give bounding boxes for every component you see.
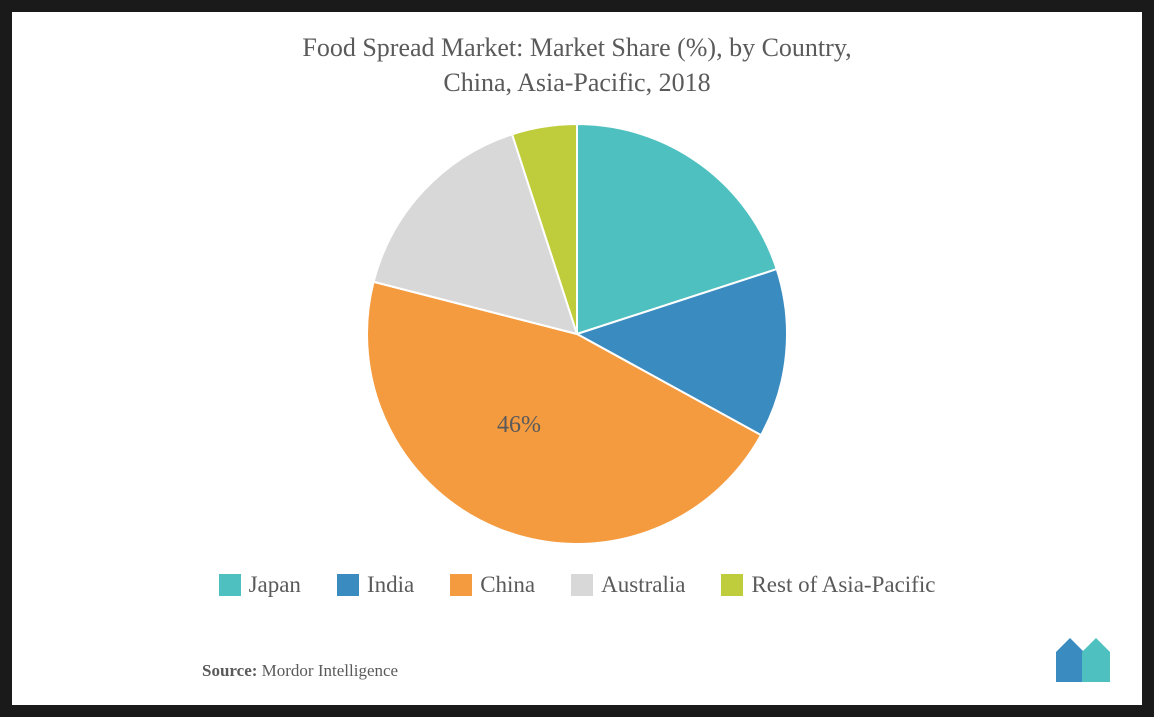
legend-swatch xyxy=(571,574,593,596)
legend-item-japan: Japan xyxy=(219,572,301,598)
source-prefix: Source: xyxy=(202,661,257,680)
legend-swatch xyxy=(337,574,359,596)
legend-item-india: India xyxy=(337,572,414,598)
source-attribution: Source: Mordor Intelligence xyxy=(202,661,398,681)
title-line-1: Food Spread Market: Market Share (%), by… xyxy=(302,33,851,62)
logo-right-peak xyxy=(1082,638,1110,682)
legend-label: Australia xyxy=(601,572,685,598)
legend-item-rest-of-asia-pacific: Rest of Asia-Pacific xyxy=(721,572,935,598)
legend-item-china: China xyxy=(450,572,535,598)
legend-swatch xyxy=(219,574,241,596)
brand-logo xyxy=(1056,638,1116,687)
chart-title: Food Spread Market: Market Share (%), by… xyxy=(12,12,1142,100)
legend-label: India xyxy=(367,572,414,598)
legend-label: Japan xyxy=(249,572,301,598)
legend-label: China xyxy=(480,572,535,598)
legend-label: Rest of Asia-Pacific xyxy=(751,572,935,598)
source-text: Mordor Intelligence xyxy=(262,661,398,680)
legend-swatch xyxy=(721,574,743,596)
logo-svg xyxy=(1056,638,1116,682)
legend: Japan India China Australia Rest of Asia-Pac… xyxy=(12,572,1142,598)
legend-item-australia: Australia xyxy=(571,572,685,598)
logo-left-peak xyxy=(1056,638,1084,682)
legend-swatch xyxy=(450,574,472,596)
pie-slice-label-china: 46% xyxy=(497,412,541,439)
chart-container: Food Spread Market: Market Share (%), by… xyxy=(12,12,1142,705)
title-line-2: China, Asia-Pacific, 2018 xyxy=(443,68,710,97)
pie-svg xyxy=(367,124,787,544)
pie-chart: 46% xyxy=(367,124,787,544)
